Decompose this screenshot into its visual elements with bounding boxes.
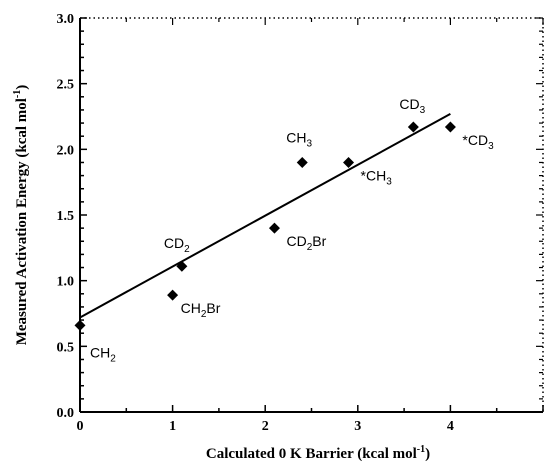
- y-tick-label: 2.0: [57, 143, 75, 158]
- data-point: [407, 121, 419, 133]
- point-label: CH2: [90, 344, 116, 364]
- data-point: [444, 121, 456, 133]
- x-tick-label: 4: [447, 419, 454, 434]
- x-tick-label: 1: [169, 419, 176, 434]
- y-axis-title: Measured Activation Energy (kcal mol-1): [12, 85, 30, 346]
- point-label: CD2: [164, 235, 190, 255]
- y-tick-label: 0.5: [57, 340, 75, 355]
- point-label: CD2Br: [286, 233, 326, 253]
- point-label: *CD3: [462, 132, 494, 152]
- y-tick-label: 0.0: [57, 406, 75, 421]
- tick-labels: 0 1 2 3 4 0.0 0.5 1.0 1.5 2.0 2.5 3.0: [57, 12, 454, 434]
- point-label: CD3: [399, 96, 425, 116]
- y-tick-label: 1.0: [57, 275, 75, 290]
- data-point: [343, 156, 355, 168]
- plot-frame: [79, 17, 544, 413]
- data-point: [167, 289, 179, 301]
- point-label: CH3: [286, 129, 312, 149]
- point-label: CH2Br: [181, 300, 221, 320]
- y-tick-label: 2.5: [57, 78, 75, 93]
- fit-line: [79, 112, 451, 319]
- point-labels: CH2 CH2Br CD2 CD2Br CH3 *CH3 CD3 *CD3: [90, 96, 494, 364]
- x-tick-label: 3: [354, 419, 361, 434]
- data-point: [296, 156, 308, 168]
- x-axis-title: Calculated 0 K Barrier (kcal mol-1): [206, 444, 430, 462]
- data-point: [268, 222, 280, 234]
- x-tick-label: 2: [262, 419, 269, 434]
- y-tick-label: 3.0: [57, 12, 75, 27]
- x-tick-label: 0: [77, 419, 84, 434]
- data-point: [74, 319, 86, 331]
- axis-ticks: [79, 17, 544, 413]
- y-tick-label: 1.5: [57, 209, 75, 224]
- data-points: [74, 121, 456, 331]
- data-point: [176, 260, 188, 272]
- point-label: *CH3: [361, 167, 393, 187]
